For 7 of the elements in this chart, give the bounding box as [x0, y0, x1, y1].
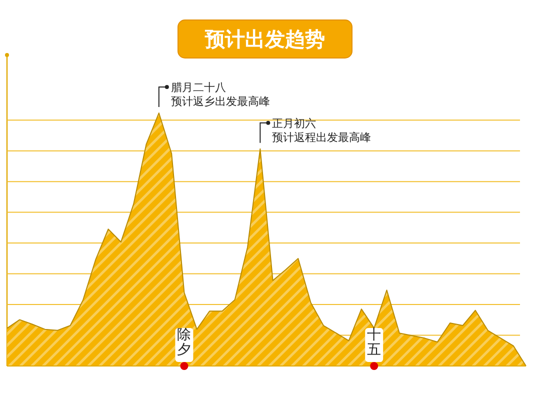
- annotation: 预计返程出发最高峰: [272, 130, 372, 144]
- text: 预计返乡出发最高峰: [170, 95, 270, 108]
- text: 腊月二十八: [170, 81, 226, 94]
- annotation: 十五: [367, 327, 382, 358]
- chart-title: 预计出发趋势: [204, 27, 325, 51]
- annotation: 除夕: [177, 327, 192, 358]
- annotation: 正月初六: [272, 116, 316, 130]
